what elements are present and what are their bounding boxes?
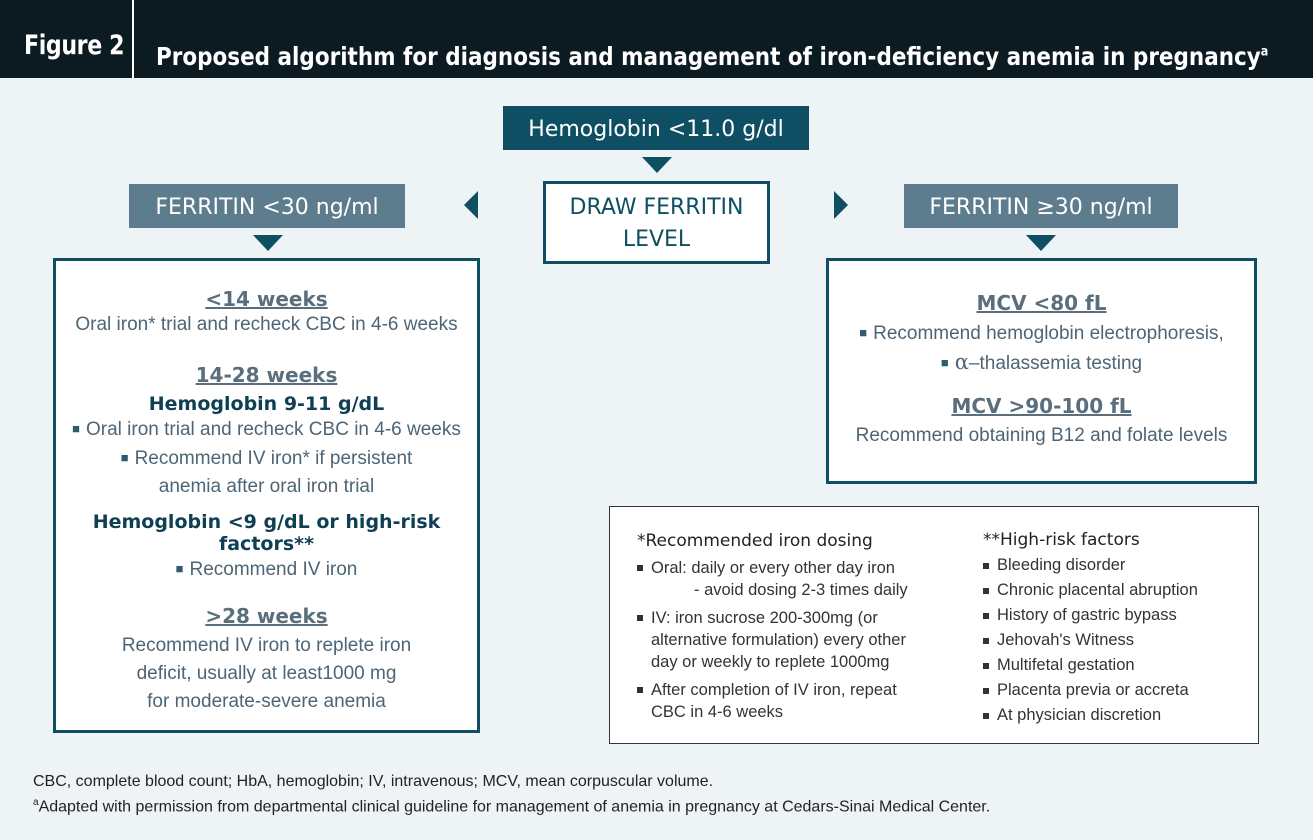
dosing-after-cont: CBC in 4-6 weeks: [651, 703, 784, 721]
figure-title-sup: a: [1260, 44, 1269, 60]
ferritin-low-panel: <14 weeks Oral iron* trial and recheck C…: [53, 258, 480, 733]
ferritin-high-panel: MCV <80 fL ■ Recommend hemoglobin electro…: [826, 258, 1257, 484]
mcv-low-heading: MCV <80 fL: [976, 291, 1107, 315]
source-footnote-text: Adapted with permission from departmenta…: [38, 798, 991, 816]
dosing-text: Oral: daily or every other day iron: [651, 559, 895, 577]
risk-item: At physician discretion: [983, 703, 1253, 728]
w14-28-heading: 14-28 weeks: [195, 363, 338, 387]
ferritin-high-node: FERRITIN ≥30 ng/ml: [904, 184, 1178, 228]
bullet-icon: [983, 688, 989, 694]
figure-title-text: Proposed algorithm for diagnosis and man…: [156, 42, 1261, 71]
gt28-heading: >28 weeks: [205, 604, 328, 628]
bullet-icon: [637, 615, 643, 621]
w14-28-bullet-2-cont: anemia after oral iron trial: [158, 476, 375, 497]
down-arrow-icon: [1026, 235, 1056, 251]
gt28-line-2: deficit, usually at least1000 mg: [136, 663, 397, 684]
w14-28-bullet-2: ■ Recommend IV iron* if persistent: [56, 444, 477, 473]
mcv-high-text: Recommend obtaining B12 and folate level…: [855, 425, 1228, 446]
source-footnote-sup: a: [33, 797, 39, 808]
risk-heading: **High-risk factors: [983, 530, 1140, 550]
dosing-iv-cont-1: alternative formulation) every other: [651, 631, 906, 649]
dosing-oral-cont: - avoid dosing 2-3 times daily: [694, 581, 908, 599]
risk-item-text: At physician discretion: [997, 706, 1162, 724]
gt28-line-3: for moderate-severe anemia: [147, 691, 386, 712]
mcv-low-bullet-1: ■ Recommend hemoglobin electrophoresis,: [829, 319, 1254, 348]
source-footnote: aAdapted with permission from department…: [33, 797, 990, 816]
header-divider: [132, 0, 134, 78]
bullet-icon: [983, 588, 989, 594]
dosing-risk-box: *Recommended iron dosing Oral: daily or …: [609, 506, 1259, 744]
draw-ferritin-line1: DRAW FERRITIN: [569, 195, 744, 220]
risk-item-text: History of gastric bypass: [997, 606, 1177, 624]
risk-item-text: Placenta previa or accreta: [997, 681, 1189, 699]
hemoglobin-node: Hemoglobin <11.0 g/dl: [503, 106, 809, 150]
risk-item: Multifetal gestation: [983, 653, 1253, 678]
draw-ferritin-line2: LEVEL: [622, 227, 691, 252]
risk-item: Bleeding disorder: [983, 553, 1253, 578]
bullet-text: Recommend IV iron* if persistent: [134, 448, 413, 469]
bullet-text: Recommend hemoglobin electrophoresis,: [873, 323, 1224, 344]
risk-item: Jehovah's Witness: [983, 628, 1253, 653]
bullet-icon: [983, 638, 989, 644]
hgb-9-11-heading: Hemoglobin 9-11 g/dL: [148, 393, 385, 415]
dosing-text: After completion of IV iron, repeat: [651, 681, 897, 699]
figure-title: Proposed algorithm for diagnosis and man…: [156, 42, 1268, 71]
dosing-heading: *Recommended iron dosing: [637, 531, 873, 551]
w14-28-bullet-3: ■ Recommend IV iron: [56, 555, 477, 584]
bullet-icon: [637, 565, 643, 571]
left-arrow-icon: [464, 191, 478, 219]
risk-item-text: Chronic placental abruption: [997, 581, 1198, 599]
lt14-text: Oral iron* trial and recheck CBC in 4-6 …: [75, 314, 458, 335]
risk-item-text: Jehovah's Witness: [997, 631, 1135, 649]
bullet-icon: [637, 687, 643, 693]
draw-ferritin-node: DRAW FERRITIN LEVEL: [543, 181, 770, 264]
lt14-heading: <14 weeks: [205, 287, 328, 311]
down-arrow-icon: [642, 157, 672, 173]
hgb-lt9-heading: Hemoglobin <9 g/dL or high-risk factors*…: [92, 511, 441, 555]
dosing-oral: Oral: daily or every other day iron: [637, 557, 957, 579]
gt28-line-1: Recommend IV iron to replete iron: [121, 635, 412, 656]
alpha-symbol: α: [954, 350, 969, 374]
risk-column: **High-risk factors Bleeding disorder Chr…: [983, 530, 1253, 728]
w14-28-bullet-1: ■ Oral iron trial and recheck CBC in 4-6 …: [56, 415, 477, 444]
figure-header: [0, 0, 1313, 78]
bullet-text: Oral iron trial and recheck CBC in 4-6 w…: [85, 419, 461, 440]
bullet-text: Recommend IV iron: [189, 559, 358, 580]
bullet-icon: ■: [175, 561, 184, 576]
abbreviations-footnote: CBC, complete blood count; HbA, hemoglob…: [33, 773, 714, 790]
risk-item: Chronic placental abruption: [983, 578, 1253, 603]
bullet-icon: [983, 713, 989, 719]
bullet-text: –thalassemia testing: [968, 353, 1143, 374]
risk-item-text: Bleeding disorder: [997, 556, 1126, 574]
bullet-icon: [983, 663, 989, 669]
dosing-after: After completion of IV iron, repeat: [637, 679, 957, 701]
risk-list: Bleeding disorder Chronic placental abrup…: [983, 553, 1253, 728]
bullet-icon: ■: [859, 325, 868, 340]
bullet-icon: ■: [120, 450, 129, 465]
dosing-column: *Recommended iron dosing Oral: daily or …: [637, 531, 957, 723]
right-arrow-icon: [834, 191, 848, 219]
figure-label: Figure 2: [24, 30, 125, 61]
dosing-text: IV: iron sucrose 200-300mg (or: [651, 609, 878, 627]
mcv-low-bullet-2: ■ α–thalassemia testing: [829, 348, 1254, 378]
dosing-iv: IV: iron sucrose 200-300mg (or: [637, 607, 957, 629]
bullet-icon: ■: [940, 355, 949, 370]
bullet-icon: [983, 563, 989, 569]
risk-item-text: Multifetal gestation: [997, 656, 1135, 674]
mcv-high-heading: MCV >90-100 fL: [951, 394, 1132, 418]
dosing-iv-cont-2: day or weekly to replete 1000mg: [651, 653, 890, 671]
risk-item: History of gastric bypass: [983, 603, 1253, 628]
ferritin-low-node: FERRITIN <30 ng/ml: [129, 184, 405, 228]
bullet-icon: ■: [72, 421, 80, 436]
risk-item: Placenta previa or accreta: [983, 678, 1253, 703]
bullet-icon: [983, 613, 989, 619]
down-arrow-icon: [253, 235, 283, 251]
